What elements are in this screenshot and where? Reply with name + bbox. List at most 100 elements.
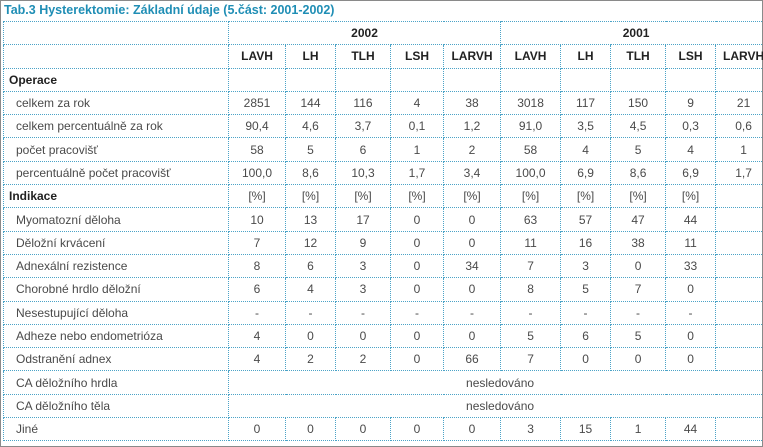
data-cell: 3,5: [560, 114, 612, 139]
data-cell: 66: [442, 347, 502, 372]
data-cell: [%]: [390, 184, 444, 209]
data-cell: 6,9: [665, 160, 717, 186]
data-cell: -: [335, 300, 391, 325]
data-cell: 16: [560, 230, 612, 255]
row-label: CA děložního těla: [3, 393, 229, 419]
data-cell: 6: [560, 323, 612, 349]
data-cell: 5: [610, 323, 667, 349]
data-cell: -: [665, 300, 717, 325]
data-cell: [%]: [560, 184, 612, 209]
data-cell: -: [500, 300, 562, 325]
data-cell: 3,4: [442, 160, 502, 186]
table-row: CA děložního hrdla nesledováno: [3, 370, 763, 395]
data-cell: 3018: [500, 90, 562, 116]
table-row: Nesestupující děloha - - - - - - - - -: [3, 300, 763, 325]
data-cell: 1,2: [442, 114, 502, 139]
data-cell: 44: [665, 417, 717, 442]
data-cell: 0: [610, 347, 667, 372]
year-header-row: 2002 2001: [3, 20, 763, 46]
data-cell: -: [442, 300, 502, 325]
data-cell: 5: [560, 277, 612, 302]
column-header: LARVH: [442, 44, 502, 69]
data-cell: [%]: [335, 184, 391, 209]
data-cell: 144: [285, 90, 336, 116]
data-cell: 0: [442, 417, 502, 442]
empty-cell: [390, 67, 444, 92]
data-cell: 4: [390, 90, 444, 116]
column-header: LAVH: [228, 44, 286, 69]
data-cell: 3: [500, 417, 562, 442]
data-cell: 6: [228, 277, 286, 302]
data-cell: 38: [610, 230, 667, 255]
data-cell: -: [610, 300, 667, 325]
empty-cell: [665, 67, 717, 92]
data-cell: 0: [390, 347, 444, 372]
data-cell: 10: [228, 207, 286, 232]
data-cell: 0: [442, 277, 502, 302]
section-row: Operace: [3, 67, 763, 92]
merged-note: nesledováno: [227, 393, 763, 419]
data-cell: 8: [228, 253, 286, 279]
column-header: LARVH: [715, 44, 763, 69]
data-cell: 0: [560, 347, 612, 372]
data-cell: 3,7: [335, 114, 391, 139]
corner-cell: [3, 20, 229, 46]
data-cell: 33: [665, 253, 717, 279]
data-cell: 2851: [228, 90, 286, 116]
data-cell: 116: [335, 90, 391, 116]
data-cell: 0: [665, 323, 717, 349]
data-cell: [%]: [665, 184, 717, 209]
data-cell: 9: [665, 90, 717, 116]
data-cell: 47: [610, 207, 667, 232]
empty-cell: [335, 67, 391, 92]
data-cell: 0: [335, 417, 391, 442]
column-header: TLH: [610, 44, 667, 69]
data-cell: 1: [610, 417, 667, 442]
data-cell: [715, 253, 763, 279]
data-cell: [715, 207, 763, 232]
data-cell: 44: [665, 207, 717, 232]
year-header-2001: 2001: [500, 20, 763, 46]
section-label: Indikace: [3, 184, 229, 209]
row-label: Děložní krvácení: [3, 230, 229, 255]
data-cell: 4,5: [610, 114, 667, 139]
data-cell: 100,0: [500, 160, 562, 186]
column-header-row: LAVH LH TLH LSH LARVH LAVH LH TLH LSH LARVH: [3, 44, 763, 69]
data-cell: 0: [285, 417, 336, 442]
row-label: Myomatozní děloha: [3, 207, 229, 232]
table-row: celkem percentuálně za rok 90,4 4,6 3,7 0,1 1…: [3, 114, 763, 139]
data-cell: -: [560, 300, 612, 325]
data-cell: 9: [335, 230, 391, 255]
data-cell: [715, 300, 763, 325]
data-cell: [715, 277, 763, 302]
data-cell: 1: [390, 137, 444, 162]
data-cell: 10,3: [335, 160, 391, 186]
table-row: Odstranění adnex 4 2 2 0 66 7 0 0 0: [3, 347, 763, 372]
section-label: Operace: [3, 67, 229, 92]
data-cell: 1,7: [390, 160, 444, 186]
row-label: Odstranění adnex: [3, 347, 229, 372]
data-cell: 34: [442, 253, 502, 279]
empty-cell: [560, 67, 612, 92]
data-cell: 8,6: [285, 160, 336, 186]
table-row: CA děložního těla nesledováno: [3, 393, 763, 419]
data-cell: -: [285, 300, 336, 325]
empty-cell: [715, 67, 763, 92]
table-row: Adnexální rezistence 8 6 3 0 34 7 3 0 33: [3, 253, 763, 279]
table-row: Děložní krvácení 7 12 9 0 0 11 16 38 11: [3, 230, 763, 255]
data-cell: 3: [560, 253, 612, 279]
empty-cell: [500, 67, 562, 92]
data-cell: 7: [610, 277, 667, 302]
column-header: LAVH: [500, 44, 562, 69]
row-label: celkem percentuálně za rok: [3, 114, 229, 139]
row-label: počet pracovišť: [3, 137, 229, 162]
data-cell: 58: [228, 137, 286, 162]
data-cell: 4: [285, 277, 336, 302]
column-header: LH: [285, 44, 336, 69]
data-cell: 1,7: [715, 160, 763, 186]
data-cell: 0: [390, 277, 444, 302]
data-cell: 1: [715, 137, 763, 162]
data-cell: 0: [390, 323, 444, 349]
data-cell: 0: [390, 230, 444, 255]
data-cell: 57: [560, 207, 612, 232]
